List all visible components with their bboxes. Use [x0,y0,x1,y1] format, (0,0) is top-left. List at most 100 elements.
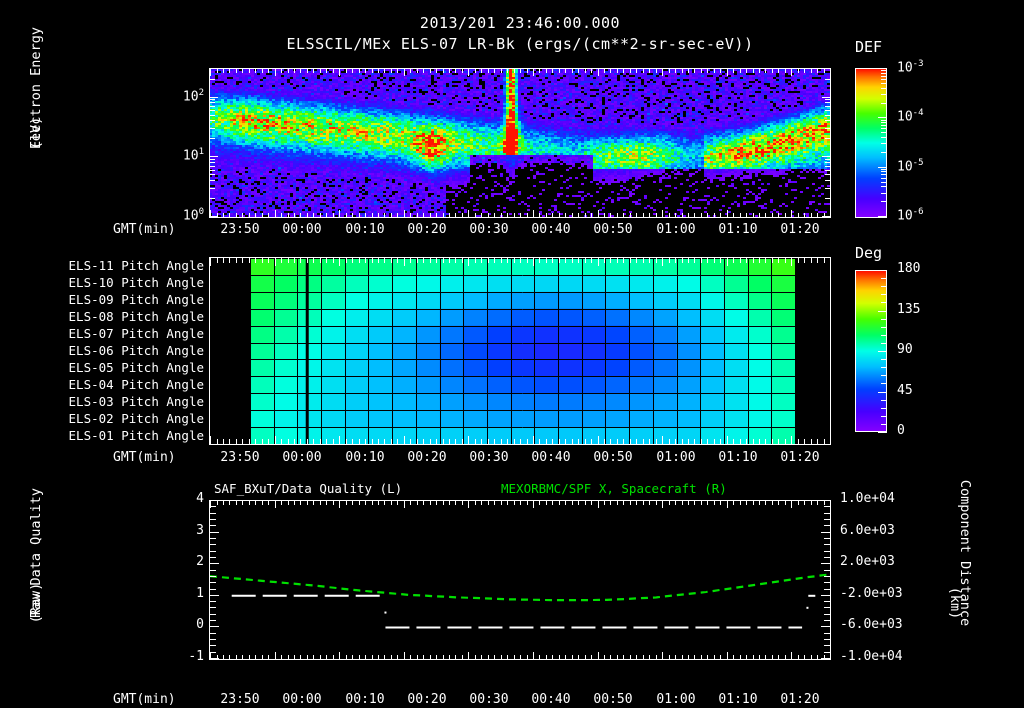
x-tick [520,439,521,444]
x-tick [242,258,244,263]
electron-energy-spectrogram-frame [209,68,831,218]
x-tick [436,258,437,263]
x-tick [565,501,567,505]
x-tick [339,258,341,266]
x-tick [513,258,515,263]
x-tick [365,501,366,505]
x-tick [629,69,631,73]
y-tick [210,109,215,111]
x-tick [739,655,741,659]
def-colorbar-tick [881,181,887,183]
x-tick [390,213,392,217]
x-tick [707,655,709,659]
x-tick [623,439,625,444]
x-tick [229,69,231,73]
x-tick [281,439,282,444]
x-tick [410,439,412,444]
x-tick [804,501,806,505]
x-tick [461,69,463,73]
x-tick [429,213,431,217]
x-tick [468,501,470,508]
data-quality-frame [209,500,831,660]
def-colorbar-tick [881,122,887,124]
electron-energy-xtick-0: 23:50 [220,222,260,237]
deg-colorbar-label-0: 180 [897,261,921,276]
x-tick [345,439,347,444]
y-tick [825,165,830,167]
x-tick [565,655,567,659]
y-tick [821,658,830,659]
def-colorbar-tick [878,117,887,119]
data-quality-right-label-1: 6.0e+03 [840,523,895,538]
y-tick [210,506,216,508]
deg-colorbar-tick [881,407,887,409]
x-tick [423,439,425,444]
x-tick [552,69,554,73]
x-tick [507,213,509,217]
x-tick [584,439,586,444]
x-tick [384,213,386,217]
pitch-angle-xtick-9: 01:20 [780,450,820,465]
x-tick [261,69,263,73]
x-tick [229,439,231,444]
x-tick [823,439,825,444]
x-tick [442,69,444,73]
x-tick [720,439,722,444]
def-colorbar-tick [881,82,887,84]
deg-colorbar-label-3: 45 [897,383,913,398]
y-tick [825,180,830,182]
pitch-angle-xtick-2: 00:10 [345,450,385,465]
y-tick [210,601,216,603]
x-tick [248,501,250,505]
x-tick [552,258,554,263]
x-tick [532,652,534,659]
x-tick [487,69,489,73]
pitch-angle-frame [209,257,831,445]
y-tick [824,519,830,520]
x-tick [765,258,767,263]
deg-colorbar-tick [881,383,887,385]
y-tick [210,512,216,514]
x-tick [707,213,709,217]
x-tick [610,501,612,505]
x-tick [416,439,418,444]
x-tick [584,258,586,263]
x-tick [474,258,476,263]
x-tick [746,439,747,444]
x-tick [474,655,476,659]
x-tick [623,258,625,263]
data-quality-xtick-3: 00:20 [407,692,447,707]
electron-energy-ytick-1: 101 [182,147,204,164]
x-tick [571,69,573,73]
x-tick [520,501,521,505]
x-tick [616,258,618,263]
x-tick [532,258,534,266]
x-tick [410,501,412,505]
x-tick [358,213,360,217]
x-tick [410,655,412,659]
x-tick [377,439,379,444]
x-tick [242,213,244,217]
pitch-angle-row-label-4: ELS-07 Pitch Angle [68,326,204,341]
y-tick [210,519,216,520]
x-tick [526,501,528,505]
x-tick [571,501,573,505]
y-tick [210,105,215,107]
y-tick [825,120,830,122]
x-tick [461,439,463,444]
x-tick [713,213,715,217]
x-tick [429,501,431,505]
x-tick [675,439,676,444]
x-tick [248,439,250,444]
x-tick [306,655,308,659]
x-tick [623,69,625,73]
x-tick [481,655,483,659]
def-colorbar-tick [881,78,887,80]
x-tick [662,652,664,659]
y-tick [824,645,830,647]
x-tick [520,213,521,217]
data-quality-xtick-8: 01:10 [718,692,758,707]
x-tick [752,501,754,505]
y-tick [822,156,830,158]
x-tick [759,258,760,263]
